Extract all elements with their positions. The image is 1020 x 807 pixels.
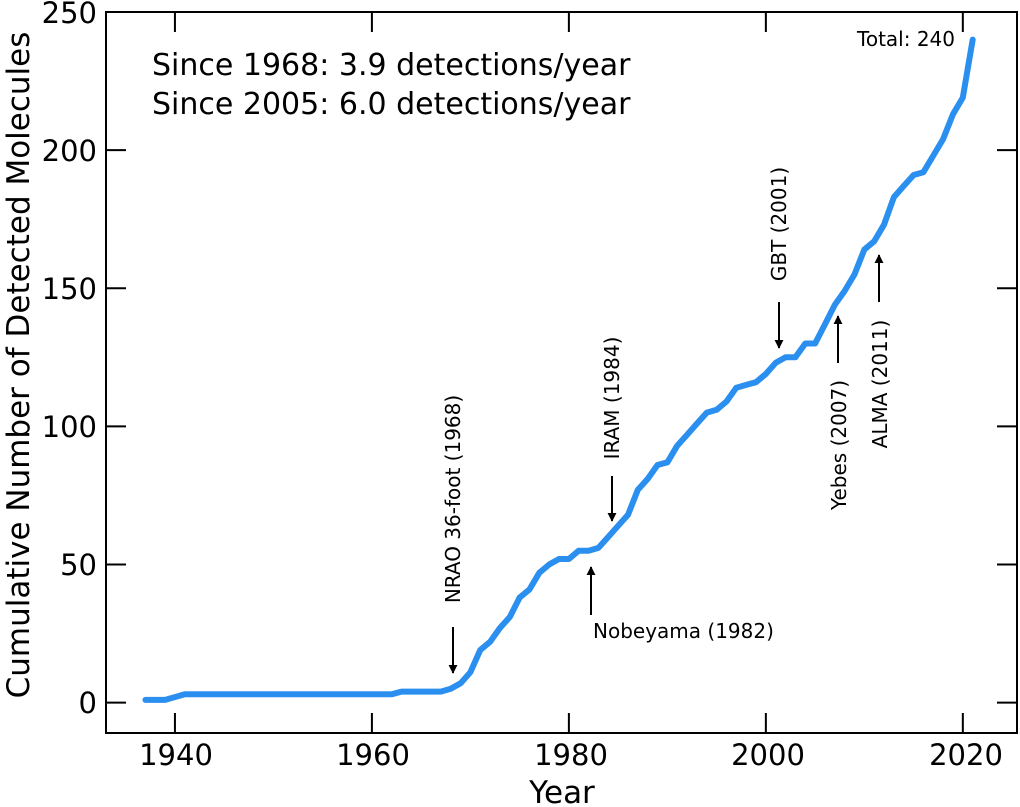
x-tick-label: 2000	[731, 738, 805, 772]
rate-annotation: Since 1968: 3.9 detections/year	[152, 48, 631, 83]
nobeyama-label: Nobeyama (1982)	[593, 619, 774, 643]
x-tick-label: 1960	[336, 738, 410, 772]
y-tick-label: 250	[42, 0, 97, 30]
rate-annotation: Since 2005: 6.0 detections/year	[152, 87, 631, 122]
x-tick-label: 1940	[139, 738, 213, 772]
y-tick-label: 200	[42, 134, 97, 168]
y-tick-label: 150	[42, 272, 97, 306]
y-tick-label: 100	[42, 410, 97, 444]
total-label: Total: 240	[856, 27, 955, 51]
y-axis-title: Cumulative Number of Detected Molecules	[1, 32, 37, 699]
y-tick-label: 0	[79, 686, 97, 720]
x-tick-label: 1980	[534, 738, 608, 772]
series-line	[142, 36, 976, 703]
x-tick-label: 2020	[929, 738, 1003, 772]
x-axis-title: Year	[528, 775, 595, 807]
gbt-label: GBT (2001)	[767, 167, 791, 281]
iram-label: IRAM (1984)	[600, 337, 624, 460]
plot-frame	[105, 11, 1018, 734]
alma-label: ALMA (2011)	[868, 320, 892, 449]
nrao-label: NRAO 36-foot (1968)	[441, 395, 465, 603]
yebes-label: Yebes (2007)	[827, 380, 851, 511]
y-tick-label: 50	[60, 548, 97, 582]
